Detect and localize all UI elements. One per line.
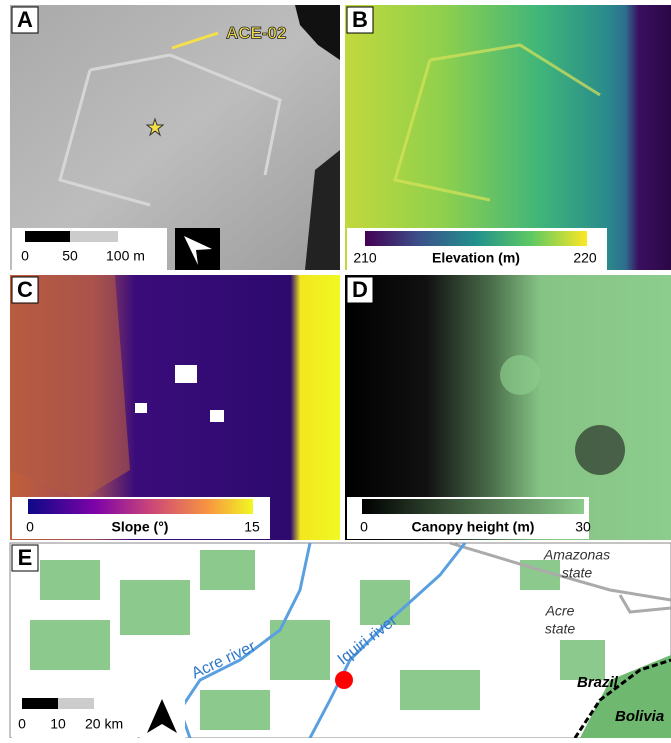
canopy-gap — [575, 425, 625, 475]
panel-c: C 0 Slope (°) 15 — [10, 275, 340, 540]
forest — [360, 580, 410, 625]
colorbar-max: 30 — [575, 519, 591, 535]
forest — [400, 670, 480, 710]
panel-b: B 210 Elevation (m) 220 — [345, 5, 671, 270]
canopy-map — [345, 275, 671, 540]
colorbar — [365, 231, 587, 246]
gap — [135, 403, 147, 413]
north-arrow — [147, 699, 177, 733]
gap — [210, 410, 224, 422]
tree-crown — [500, 355, 540, 395]
panel-label-box — [11, 6, 39, 34]
panel-d: D 0 Canopy height (m) 30 — [345, 275, 671, 540]
shadow — [295, 5, 340, 60]
scale-segment — [58, 698, 94, 709]
colorbar-title: Canopy height (m) — [412, 519, 535, 535]
colorbar-min: 0 — [26, 519, 34, 535]
country-label: Bolivia — [615, 708, 664, 725]
country-border — [573, 658, 671, 739]
scale-segment — [22, 698, 58, 709]
panel-label: D — [352, 277, 368, 302]
panel-a: A ACE-02 0 50 100 m — [10, 5, 340, 270]
forest — [560, 640, 605, 680]
forest — [30, 620, 110, 670]
earthwork — [58, 53, 282, 207]
arrow — [171, 31, 219, 50]
slope-texture — [10, 275, 130, 500]
place-label: Acre — [545, 603, 575, 619]
panel-label: B — [352, 7, 368, 32]
place-label: state — [562, 565, 593, 581]
colorbar-title: Elevation (m) — [432, 250, 520, 266]
colorbar-max: 15 — [244, 519, 260, 535]
colorbar-min: 0 — [360, 519, 368, 535]
colorbar — [28, 499, 253, 514]
country-label: Brazil — [577, 674, 619, 691]
forest-patches — [30, 550, 671, 738]
site-label: ACE-02 — [226, 23, 286, 42]
forest — [40, 560, 100, 600]
panel-label-box — [346, 276, 374, 304]
site-location — [335, 671, 353, 689]
hillshade — [10, 5, 340, 270]
panel-label-box — [11, 276, 39, 304]
gap — [175, 365, 197, 383]
scale-label: 0 — [18, 716, 26, 732]
colorbar-min: 210 — [353, 250, 377, 266]
panel-label: A — [17, 7, 33, 32]
colorbar — [362, 499, 584, 514]
earthwork — [393, 43, 601, 202]
state-border — [618, 594, 671, 614]
scale-label: 20 km — [85, 716, 123, 732]
place-label: state — [545, 621, 576, 637]
panel-label-box — [11, 544, 39, 572]
site-star — [145, 117, 165, 137]
scale-segment — [25, 231, 70, 242]
colorbar-max: 220 — [573, 250, 597, 266]
panel-label: C — [17, 277, 33, 302]
panel-e: Acre river Iquiri river Amazonas state A… — [9, 541, 671, 739]
north-arrow — [184, 236, 212, 265]
scale-label: 0 — [21, 248, 29, 264]
panel-label-box — [346, 6, 374, 34]
forest — [580, 655, 671, 738]
colorbar-title: Slope (°) — [112, 519, 169, 535]
scale-label: 100 m — [106, 248, 145, 264]
state-border — [449, 541, 671, 602]
river — [308, 542, 467, 739]
elevation-map — [345, 5, 671, 270]
forest — [200, 550, 255, 590]
place-label: Amazonas — [543, 547, 610, 563]
forest — [200, 690, 270, 730]
shadow — [305, 150, 340, 270]
scale-segment — [70, 231, 118, 242]
forest — [120, 580, 190, 635]
scale-label: 10 — [50, 716, 66, 732]
panel-label: E — [18, 545, 33, 570]
scale-label: 50 — [62, 248, 78, 264]
